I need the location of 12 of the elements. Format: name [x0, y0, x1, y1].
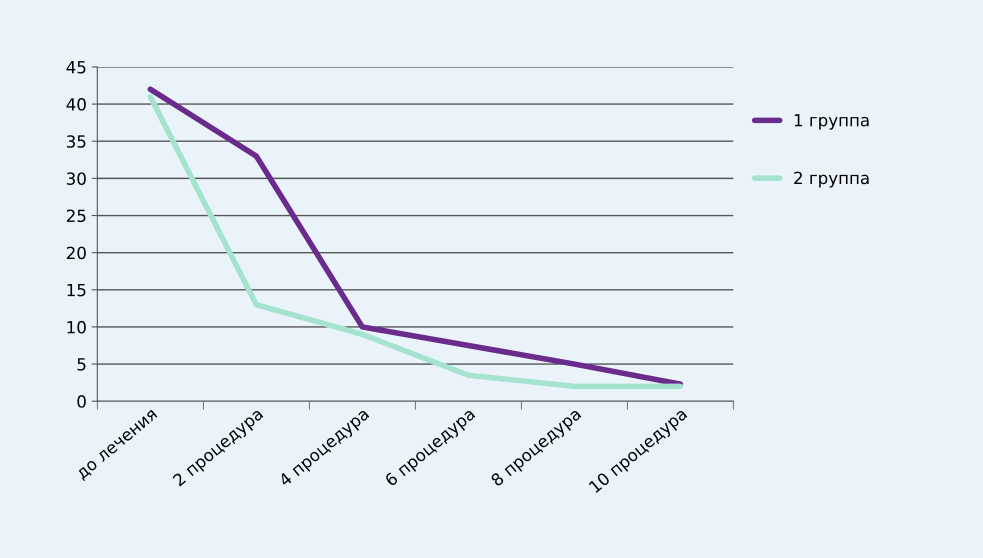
y-tick-label: 25: [66, 209, 86, 222]
y-tick-label: 10: [68, 320, 86, 334]
legend-label: 1 группа: [794, 114, 869, 130]
y-tick-label: 35: [66, 135, 86, 148]
y-tick-label: 30: [66, 172, 86, 185]
y-tick-label: 0: [77, 395, 86, 408]
y-tick-label: 45: [66, 61, 86, 74]
y-tick-label: 40: [66, 98, 86, 111]
y-tick-label: 15: [68, 284, 86, 296]
legend-label: 2 группа: [794, 172, 869, 188]
y-tick-label: 20: [66, 246, 86, 260]
y-tick-label: 5: [78, 358, 86, 371]
